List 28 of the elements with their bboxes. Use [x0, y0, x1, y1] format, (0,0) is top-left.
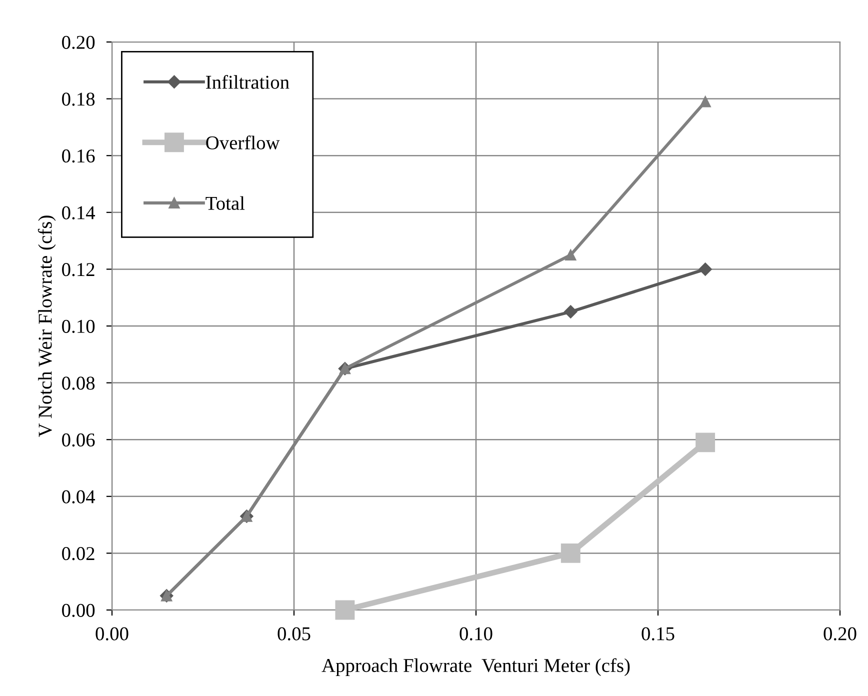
y-tick-label: 0.16: [62, 149, 95, 163]
x-tick-label: 0.00: [96, 627, 128, 640]
point: [565, 249, 576, 261]
point: [564, 305, 578, 318]
y-tick-label: 0.00: [62, 604, 95, 618]
legend-label: Total: [206, 196, 245, 210]
x-tick-label: 0.05: [278, 627, 310, 640]
y-axis-title: V Notch Weir Flowrate (cfs): [38, 216, 56, 437]
point: [335, 600, 355, 620]
point: [700, 96, 711, 108]
point: [560, 543, 580, 563]
legend-label: Infiltration: [206, 74, 290, 89]
x-tick-label: 0.20: [824, 627, 856, 640]
y-tick-label: 0.04: [62, 490, 96, 504]
x-axis-title: Approach Flowrate Venturi Meter (cfs): [322, 658, 630, 676]
y-tick-label: 0.18: [62, 92, 95, 106]
y-tick-label: 0.10: [62, 320, 95, 334]
x-tick-label: 0.15: [642, 627, 674, 640]
y-tick-label: 0.14: [62, 206, 96, 220]
y-tick-label: 0.08: [62, 376, 95, 390]
point: [696, 432, 716, 452]
x-tick-label: 0.10: [460, 627, 492, 640]
point: [698, 262, 712, 276]
y-tick-label: 0.06: [62, 433, 95, 447]
y-tick-label: 0.20: [62, 36, 95, 50]
y-tick-label: 0.02: [62, 547, 94, 560]
y-tick-label: 0.12: [62, 263, 94, 276]
legend-label: Overflow: [206, 136, 280, 150]
